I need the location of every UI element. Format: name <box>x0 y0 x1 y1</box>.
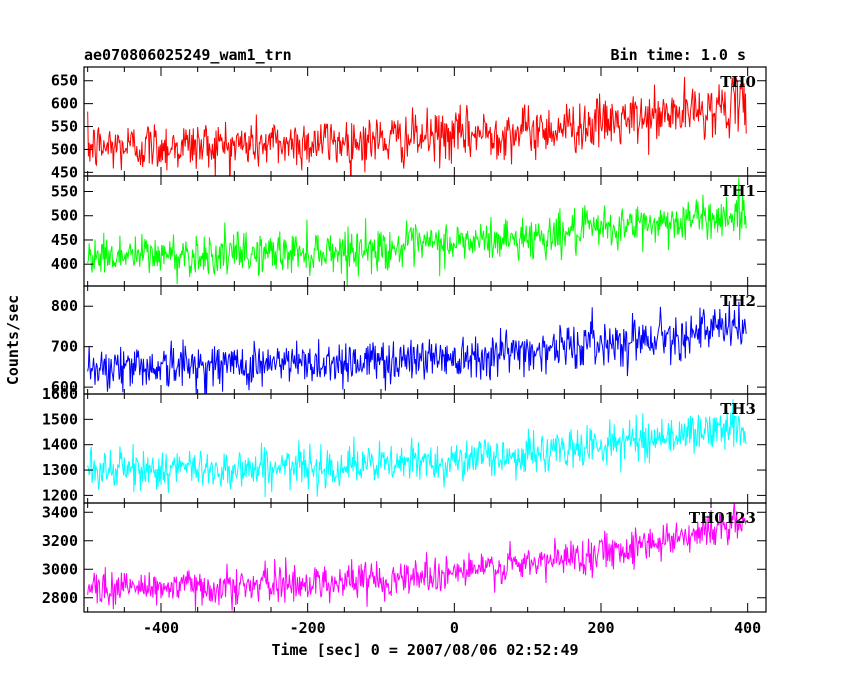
panel-th3: 1200 1300 1400 1500 1600 TH3 <box>42 385 767 504</box>
panels-group: 450 500 550 600 650 TH0 400 450 500 550 TH1 600 700 8… <box>42 66 767 637</box>
panel-label-th0123: TH0123 <box>689 509 756 527</box>
x-tick-label: 400 <box>734 619 761 637</box>
series-line-th3 <box>87 399 747 498</box>
series-line-th0 <box>87 76 747 176</box>
y-tick-label: 1300 <box>42 461 78 479</box>
y-tick-label: 1400 <box>42 436 78 454</box>
panel-label-th3: TH3 <box>720 400 756 418</box>
x-tick-label: -400 <box>143 619 179 637</box>
panel-label-th2: TH2 <box>720 292 756 310</box>
panel-th0123: 2800 3000 3200 3400 TH0123 <box>42 502 767 613</box>
y-tick-label: 1600 <box>42 385 78 403</box>
y-tick-label: 600 <box>51 378 78 396</box>
x-axis-label: Time [sec] 0 = 2007/08/06 02:52:49 <box>271 641 578 659</box>
y-tick-label: 550 <box>51 118 78 136</box>
panel-frame <box>83 502 767 613</box>
series-line-th1 <box>87 177 747 286</box>
x-tick-label: -200 <box>290 619 326 637</box>
series-line-th0123 <box>87 503 747 612</box>
panel-label-th0: TH0 <box>720 73 756 91</box>
y-tick-label: 550 <box>51 183 78 201</box>
y-tick-label: 400 <box>51 255 78 273</box>
y-tick-label: 3000 <box>42 560 78 578</box>
y-tick-label: 2800 <box>42 589 78 607</box>
y-tick-label: 650 <box>51 72 78 90</box>
y-tick-label: 600 <box>51 95 78 113</box>
chart-title: ae070806025249_wam1_trn <box>84 46 292 64</box>
y-tick-label: 450 <box>51 231 78 249</box>
y-tick-label: 1200 <box>42 486 78 504</box>
panel-frame <box>83 66 767 177</box>
y-tick-label: 800 <box>51 297 78 315</box>
panel-th0: 450 500 550 600 650 TH0 <box>51 66 767 181</box>
x-tick-label: 200 <box>587 619 614 637</box>
y-tick-label: 700 <box>51 338 78 356</box>
panel-th2: 600 700 800 TH2 <box>51 285 767 396</box>
x-tick-label: 0 <box>450 619 459 637</box>
y-tick-label: 500 <box>51 207 78 225</box>
series-line-th2 <box>87 301 747 394</box>
y-axis-label: Counts/sec <box>4 295 22 385</box>
bin-time-label: Bin time: 1.0 s <box>611 46 746 64</box>
y-tick-label: 450 <box>51 163 78 181</box>
y-tick-label: 3200 <box>42 532 78 550</box>
panel-label-th1: TH1 <box>720 182 756 200</box>
y-tick-label: 500 <box>51 140 78 158</box>
panel-frame <box>83 285 767 395</box>
y-tick-label: 1500 <box>42 410 78 428</box>
panel-frame <box>83 393 767 504</box>
y-tick-label: 3400 <box>42 503 78 521</box>
panel-frame <box>83 175 767 287</box>
panel-th1: 400 450 500 550 TH1 <box>51 175 767 287</box>
